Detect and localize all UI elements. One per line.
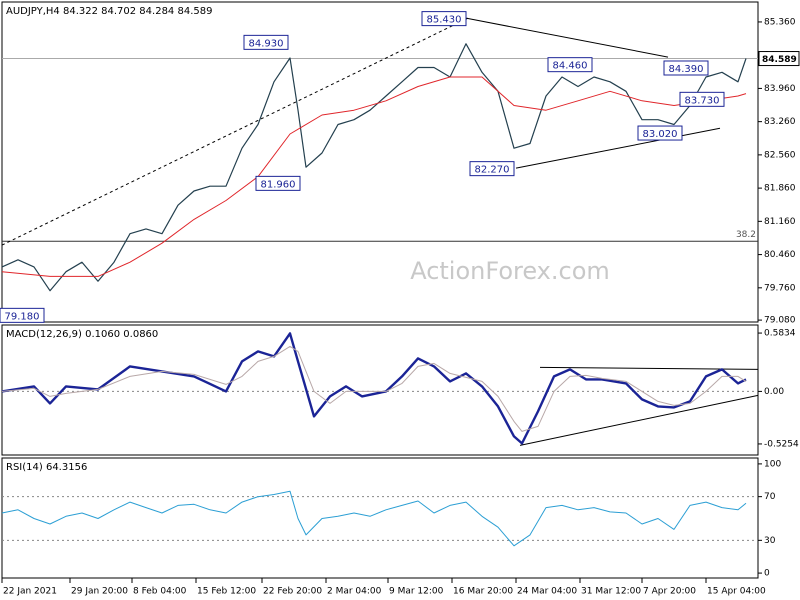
y-tick-label: -0.5254 bbox=[764, 439, 799, 449]
x-tick-label: 31 Mar 12:00 bbox=[581, 587, 641, 597]
panel-frame bbox=[1, 324, 759, 456]
y-tick-label: 79.760 bbox=[764, 283, 796, 293]
series-line bbox=[1, 332, 747, 445]
y-tick-label: 83.260 bbox=[764, 117, 796, 127]
annotation-label: 81.960 bbox=[261, 179, 296, 190]
annotation-label: 82.270 bbox=[475, 165, 510, 176]
annotation-label: 84.460 bbox=[553, 61, 588, 72]
series-line bbox=[1, 76, 747, 277]
watermark: ActionForex.com bbox=[410, 257, 610, 285]
title-bg bbox=[4, 4, 234, 18]
series-line bbox=[1, 43, 747, 292]
panel-frame bbox=[1, 1, 759, 323]
x-tick-label: 16 Mar 20:00 bbox=[453, 587, 513, 597]
trendline bbox=[465, 17, 669, 58]
annotation-label: 79.180 bbox=[5, 311, 40, 322]
x-tick-label: 15 Feb 12:00 bbox=[197, 587, 256, 597]
x-tick-label: 29 Jan 20:00 bbox=[71, 587, 128, 597]
price-label: 84.589 bbox=[762, 55, 797, 65]
annotation-label: 83.020 bbox=[643, 129, 678, 140]
y-tick-label: 82.560 bbox=[764, 150, 796, 160]
y-tick-label: 80.460 bbox=[764, 250, 796, 260]
panel-frame bbox=[1, 457, 759, 579]
trendline bbox=[519, 394, 759, 446]
fib-label: 38.2 bbox=[736, 230, 756, 240]
x-tick-label: 24 Mar 04:00 bbox=[517, 587, 577, 597]
y-tick-label: 83.960 bbox=[764, 84, 796, 94]
annotation-box bbox=[421, 11, 467, 27]
annotation-box bbox=[547, 57, 593, 73]
annotation-box bbox=[469, 161, 515, 177]
y-tick-label: 81.860 bbox=[764, 184, 796, 194]
trendline bbox=[515, 127, 721, 169]
annotation-box bbox=[255, 175, 301, 191]
x-tick-label: 8 Feb 04:00 bbox=[133, 587, 187, 597]
series-line bbox=[1, 490, 747, 547]
annotation-box bbox=[243, 34, 289, 50]
price-box bbox=[758, 51, 800, 67]
y-tick-label: 70 bbox=[764, 492, 776, 502]
y-tick-label: 81.160 bbox=[764, 217, 796, 227]
x-tick-label: 2 Mar 04:00 bbox=[327, 587, 382, 597]
panel-title: RSI(14) 64.3156 bbox=[6, 462, 87, 473]
panel-title: MACD(12,26,9) 0.1060 0.0860 bbox=[6, 329, 158, 340]
y-tick-label: 79.080 bbox=[764, 316, 796, 326]
y-tick-label: 0.00 bbox=[764, 387, 784, 397]
y-tick-label: 0.5834 bbox=[764, 329, 796, 339]
annotation-box bbox=[637, 125, 683, 141]
annotation-box bbox=[679, 91, 725, 107]
annotation-label: 85.430 bbox=[427, 15, 462, 26]
series-line bbox=[1, 345, 747, 432]
x-tick-label: 7 Apr 20:00 bbox=[643, 587, 696, 597]
trendline bbox=[1, 17, 469, 246]
annotation-box bbox=[0, 307, 45, 323]
annotation-label: 84.390 bbox=[669, 64, 704, 75]
annotation-label: 83.730 bbox=[685, 95, 720, 106]
annotation-label: 84.930 bbox=[249, 38, 284, 49]
x-tick-label: 22 Feb 20:00 bbox=[263, 587, 322, 597]
title-bg bbox=[4, 327, 234, 341]
y-tick-label: 100 bbox=[764, 459, 781, 469]
panel-title: AUDJPY,H4 84.322 84.702 84.284 84.589 bbox=[6, 6, 212, 17]
annotation-box bbox=[663, 60, 709, 76]
x-tick-label: 15 Apr 04:00 bbox=[707, 587, 766, 597]
y-tick-label: 0 bbox=[764, 569, 770, 579]
y-tick-label: 30 bbox=[764, 536, 776, 546]
y-tick-label: 85.360 bbox=[764, 17, 796, 27]
title-bg bbox=[4, 460, 234, 474]
x-tick-label: 22 Jan 2021 bbox=[3, 587, 57, 597]
x-tick-label: 9 Mar 12:00 bbox=[389, 587, 444, 597]
